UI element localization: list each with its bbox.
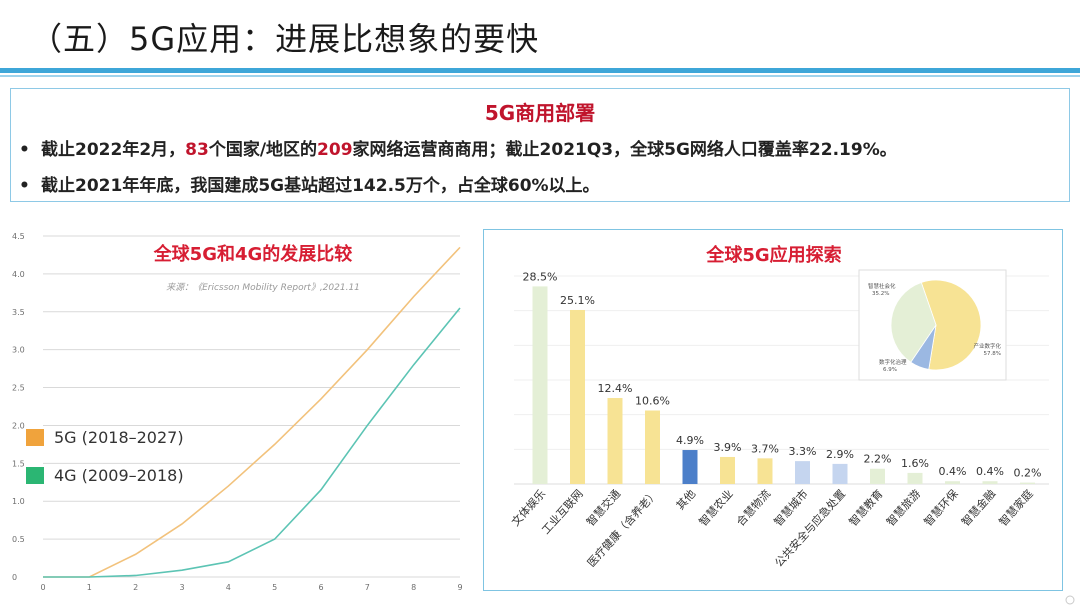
bar xyxy=(795,461,810,484)
x-tick-label: 7 xyxy=(365,583,370,592)
category-label: 医疗健康（含养老） xyxy=(584,487,661,570)
title-divider-thin xyxy=(0,75,1080,77)
bar-chart: 全球5G应用探索 28.5%文体娱乐25.1%工业互联网12.4%智慧交通10.… xyxy=(508,244,1049,570)
y-tick-label: 2.5 xyxy=(12,384,25,393)
legend-label-4g: 4G (2009–2018) xyxy=(54,466,184,485)
bar-value-label: 2.2% xyxy=(864,453,892,466)
x-tick-label: 3 xyxy=(179,583,184,592)
bar xyxy=(607,398,623,484)
bar-value-label: 10.6% xyxy=(635,395,670,408)
y-tick-label: 3.5 xyxy=(12,308,25,317)
bullet-marker: • xyxy=(19,140,30,160)
bar xyxy=(720,456,735,484)
title-divider xyxy=(0,68,1080,73)
category-label: 智慧家庭 xyxy=(996,487,1036,529)
x-tick-label: 8 xyxy=(411,583,416,592)
bullet-base-stations: • 截止2021年年底，我国建成5G基站超过142.5万个，占全球60%以上。 xyxy=(19,171,600,196)
bullet-text-part: 截止2022年2月， xyxy=(41,140,186,160)
y-tick-label: 4.0 xyxy=(12,270,25,279)
legend-label-5g: 5G (2018–2027) xyxy=(54,428,184,447)
bar xyxy=(570,309,585,484)
operator-count: 209 xyxy=(317,140,353,160)
y-tick-label: 0.5 xyxy=(12,535,25,544)
bar xyxy=(832,463,848,484)
category-label: 智慧环保 xyxy=(921,487,961,529)
pie-label: 数字化治理 xyxy=(879,358,907,366)
pie-slice xyxy=(890,281,937,363)
info-box-title: 5G商用部署 xyxy=(484,101,596,125)
x-tick-label: 5 xyxy=(272,583,277,592)
bar xyxy=(645,410,660,484)
pie-label: 产业数字化 xyxy=(973,342,1001,350)
bar-chart-panel: 全球5G应用探索 28.5% 文体娱乐 25.1% 工业互联网 12.4% 智慧交通 10.… xyxy=(483,229,1063,591)
slide-title: （五）5G应用：进展比想象的要快 xyxy=(30,20,540,58)
legend-swatch-4g xyxy=(26,467,44,484)
bar-value-label: 3.9% xyxy=(714,441,742,454)
category-label: 智慧旅游 xyxy=(883,487,923,529)
bar-value-label: 0.4% xyxy=(976,465,1004,478)
y-tick-label: 3.0 xyxy=(12,346,25,355)
x-tick-label: 1 xyxy=(87,583,92,592)
category-label: 其他 xyxy=(674,487,698,512)
y-tick-label: 1.0 xyxy=(12,497,25,506)
bar xyxy=(870,468,885,484)
y-tick-label: 0 xyxy=(12,573,17,582)
category-label: 智慧金融 xyxy=(958,487,998,529)
bullet-marker: • xyxy=(19,176,30,196)
y-tick-label: 1.5 xyxy=(12,459,25,468)
bar-value-label: 1.6% xyxy=(901,457,929,470)
bullet-text-part: 个国家/地区的 xyxy=(208,140,318,160)
bar-value-label: 4.9% xyxy=(676,434,704,447)
category-label: 文体娱乐 xyxy=(508,487,548,529)
bar xyxy=(945,481,960,484)
bar-value-label: 12.4% xyxy=(598,382,633,395)
bullet-commercial-deployment: • 截止2022年2月，83个国家/地区的209家网络运营商商用；截止2021Q3… xyxy=(19,135,897,160)
pie-value-label: 35.2% xyxy=(872,291,889,297)
category-label: 公共安全与应急处置 xyxy=(772,487,849,570)
bar xyxy=(907,472,923,484)
bullet-text-part: 家网络运营商商用；截止2021Q3，全球5G网络人口覆盖率22.19%。 xyxy=(352,140,897,160)
bar xyxy=(682,450,698,484)
pie-label: 智慧社会化 xyxy=(868,282,896,290)
pie-slice xyxy=(920,279,982,371)
bar-value-label: 25.1% xyxy=(560,294,595,307)
bar xyxy=(532,286,548,484)
pie-value-label: 6.9% xyxy=(883,367,897,373)
category-label: 智慧交通 xyxy=(583,487,623,529)
legend-swatch-5g xyxy=(26,429,44,446)
bar-chart-title: 全球5G应用探索 xyxy=(705,244,841,266)
category-label: 合慧物流 xyxy=(733,487,773,529)
bullet-text: 截止2021年年底，我国建成5G基站超过142.5万个，占全球60%以上。 xyxy=(41,176,600,196)
bar-value-label: 3.7% xyxy=(751,442,779,455)
bar xyxy=(982,481,998,484)
page-corner-icon xyxy=(1065,595,1075,605)
country-count: 83 xyxy=(185,140,209,160)
y-tick-label: 2.0 xyxy=(12,421,25,430)
x-tick-label: 6 xyxy=(318,583,323,592)
bar-value-label: 28.5% xyxy=(523,270,558,283)
bar-value-label: 3.3% xyxy=(789,445,817,458)
bar xyxy=(757,458,773,484)
bar-value-label: 2.9% xyxy=(826,448,854,461)
series-5g-line xyxy=(43,246,461,578)
x-tick-label: 2 xyxy=(133,583,138,592)
pie-value-label: 57.8% xyxy=(984,351,1001,357)
deployment-info-box: 5G商用部署 • 截止2022年2月，83个国家/地区的209家网络运营商商用；截… xyxy=(10,88,1070,202)
y-tick-label: 4.5 xyxy=(12,232,25,241)
line-chart-title: 全球5G和4G的发展比较 xyxy=(153,243,353,265)
x-tick-label: 9 xyxy=(457,583,462,592)
bar xyxy=(1020,482,1035,484)
line-chart-source-note: 来源：《Ericsson Mobility Report》,2021.11 xyxy=(166,282,360,293)
category-label: 智慧城市 xyxy=(771,487,811,529)
series-4g-line xyxy=(43,307,461,578)
category-label: 智慧教育 xyxy=(846,487,886,529)
x-tick-label: 4 xyxy=(226,583,231,592)
bar-value-label: 0.2% xyxy=(1014,467,1042,480)
category-label: 智慧农业 xyxy=(696,487,736,529)
bar-value-label: 0.4% xyxy=(939,465,967,478)
x-tick-label: 0 xyxy=(40,583,45,592)
